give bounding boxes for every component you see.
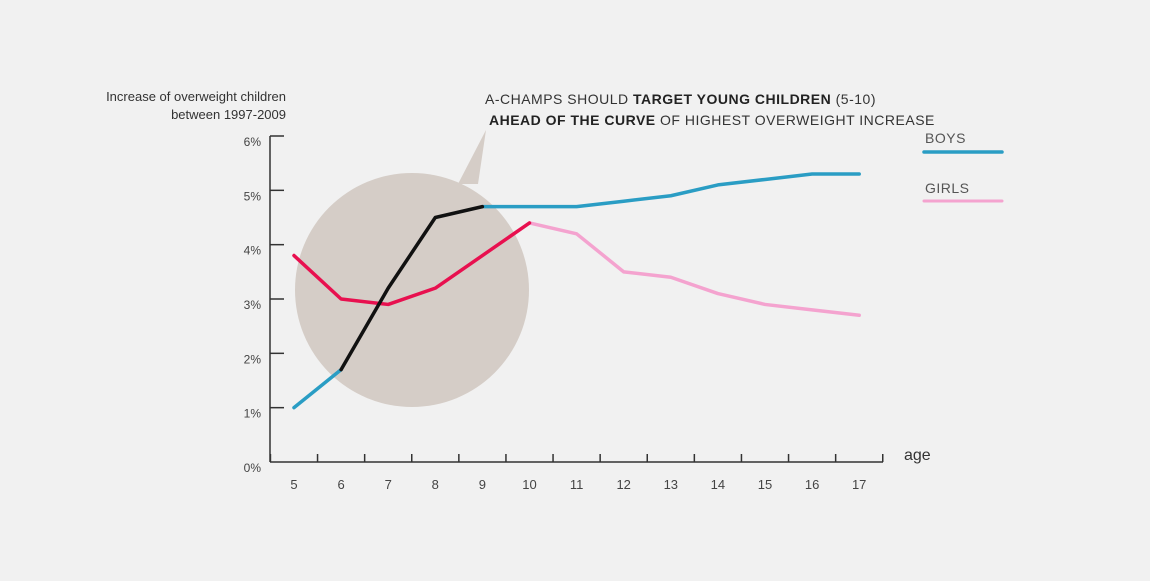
annotation-line-1-pre: A-CHAMPS SHOULD [485, 91, 634, 107]
series-line-boys [480, 172, 861, 209]
annotation-line-1-post: (5-10) [831, 91, 876, 107]
x-tick-label: 10 [522, 477, 536, 492]
x-tick-label: 15 [758, 477, 772, 492]
y-tick-label: 0% [244, 461, 262, 475]
y-tick-label: 6% [244, 135, 262, 149]
annotation-line-1-bold: TARGET YOUNG CHILDREN [633, 91, 832, 107]
annotation-line-2: AHEAD OF THE CURVE OF HIGHEST OVERWEIGHT… [489, 112, 935, 128]
series-line-boys-highlight [339, 204, 485, 372]
legend-label-girls: GIRLS [925, 180, 970, 196]
x-tick-label: 11 [570, 477, 584, 492]
legend-label-boys: BOYS [925, 130, 966, 146]
y-tick-label: 2% [244, 352, 262, 366]
x-tick-label: 5 [290, 477, 297, 492]
y-axis-label: Increase of overweight children between … [106, 89, 286, 122]
y-tick-label: 1% [244, 407, 262, 421]
callout-pointer [458, 130, 486, 184]
x-tick-label: 16 [805, 477, 819, 492]
annotation-line-2-post: OF HIGHEST OVERWEIGHT INCREASE [655, 112, 935, 128]
x-tick-label: 6 [337, 477, 344, 492]
x-tick-label: 12 [616, 477, 630, 492]
y-tick-label: 4% [244, 244, 262, 258]
series-line-boys-early [292, 367, 343, 410]
annotation-line-2-bold: AHEAD OF THE CURVE [489, 112, 656, 128]
x-tick-label: 13 [664, 477, 678, 492]
x-tick-label: 14 [711, 477, 725, 492]
x-tick-label: 9 [479, 477, 486, 492]
y-tick-label: 3% [244, 298, 262, 312]
series-line-girls-highlight [292, 221, 532, 307]
y-tick-label: 5% [244, 189, 262, 203]
x-tick-label: 17 [852, 477, 866, 492]
x-tick-label: 7 [385, 477, 392, 492]
x-axis-label: age [904, 447, 931, 464]
x-tick-label: 8 [432, 477, 439, 492]
series-line-girls [527, 221, 861, 318]
annotation-line-1: A-CHAMPS SHOULD TARGET YOUNG CHILDREN (5… [485, 91, 876, 107]
